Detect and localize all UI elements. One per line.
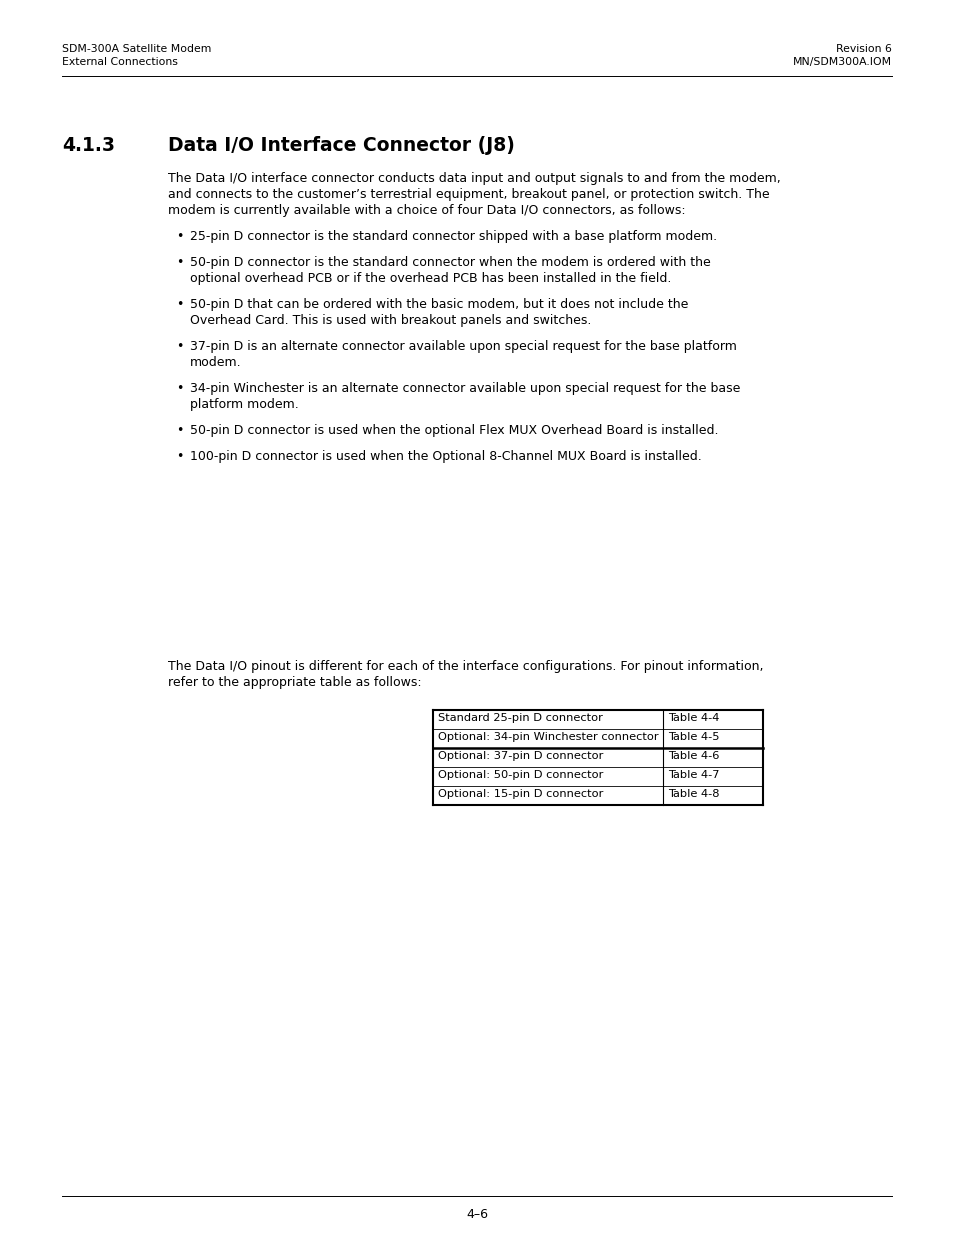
Text: 37-pin D is an alternate connector available upon special request for the base p: 37-pin D is an alternate connector avail… [190, 340, 736, 353]
Text: 100-pin D connector is used when the Optional 8-Channel MUX Board is installed.: 100-pin D connector is used when the Opt… [190, 450, 701, 463]
Text: External Connections: External Connections [62, 57, 177, 67]
Text: 50-pin D connector is used when the optional Flex MUX Overhead Board is installe: 50-pin D connector is used when the opti… [190, 424, 718, 437]
Text: Revision 6: Revision 6 [835, 44, 891, 54]
Text: •: • [175, 340, 183, 353]
Text: Table 4-5: Table 4-5 [667, 732, 719, 742]
Text: Table 4-7: Table 4-7 [667, 769, 719, 781]
Text: platform modem.: platform modem. [190, 398, 298, 411]
Text: •: • [175, 450, 183, 463]
Text: optional overhead PCB or if the overhead PCB has been installed in the field.: optional overhead PCB or if the overhead… [190, 272, 671, 285]
Text: modem.: modem. [190, 356, 241, 369]
Text: refer to the appropriate table as follows:: refer to the appropriate table as follow… [168, 676, 421, 689]
Text: Optional: 37-pin D connector: Optional: 37-pin D connector [437, 751, 602, 761]
Text: and connects to the customer’s terrestrial equipment, breakout panel, or protect: and connects to the customer’s terrestri… [168, 188, 769, 201]
Text: Table 4-4: Table 4-4 [667, 713, 719, 722]
Text: Overhead Card. This is used with breakout panels and switches.: Overhead Card. This is used with breakou… [190, 314, 591, 327]
Text: 50-pin D that can be ordered with the basic modem, but it does not include the: 50-pin D that can be ordered with the ba… [190, 298, 688, 311]
Text: •: • [175, 424, 183, 437]
Text: Table 4-6: Table 4-6 [667, 751, 719, 761]
Text: Data I/O Interface Connector (J8): Data I/O Interface Connector (J8) [168, 136, 515, 156]
Text: Optional: 50-pin D connector: Optional: 50-pin D connector [437, 769, 602, 781]
Text: •: • [175, 298, 183, 311]
Text: 25-pin D connector is the standard connector shipped with a base platform modem.: 25-pin D connector is the standard conne… [190, 230, 717, 243]
Text: MN/SDM300A.IOM: MN/SDM300A.IOM [792, 57, 891, 67]
Text: The Data I/O interface connector conducts data input and output signals to and f: The Data I/O interface connector conduct… [168, 172, 780, 185]
Text: 4.1.3: 4.1.3 [62, 136, 115, 156]
Text: SDM-300A Satellite Modem: SDM-300A Satellite Modem [62, 44, 212, 54]
Text: Table 4-8: Table 4-8 [667, 789, 719, 799]
Text: 4–6: 4–6 [465, 1208, 488, 1221]
Text: Standard 25-pin D connector: Standard 25-pin D connector [437, 713, 602, 722]
Text: •: • [175, 382, 183, 395]
Text: modem is currently available with a choice of four Data I/O connectors, as follo: modem is currently available with a choi… [168, 204, 685, 217]
Text: •: • [175, 256, 183, 269]
Text: Optional: 34-pin Winchester connector: Optional: 34-pin Winchester connector [437, 732, 658, 742]
Text: 34-pin Winchester is an alternate connector available upon special request for t: 34-pin Winchester is an alternate connec… [190, 382, 740, 395]
Text: 50-pin D connector is the standard connector when the modem is ordered with the: 50-pin D connector is the standard conne… [190, 256, 710, 269]
Text: Optional: 15-pin D connector: Optional: 15-pin D connector [437, 789, 602, 799]
Text: •: • [175, 230, 183, 243]
Text: The Data I/O pinout is different for each of the interface configurations. For p: The Data I/O pinout is different for eac… [168, 659, 762, 673]
